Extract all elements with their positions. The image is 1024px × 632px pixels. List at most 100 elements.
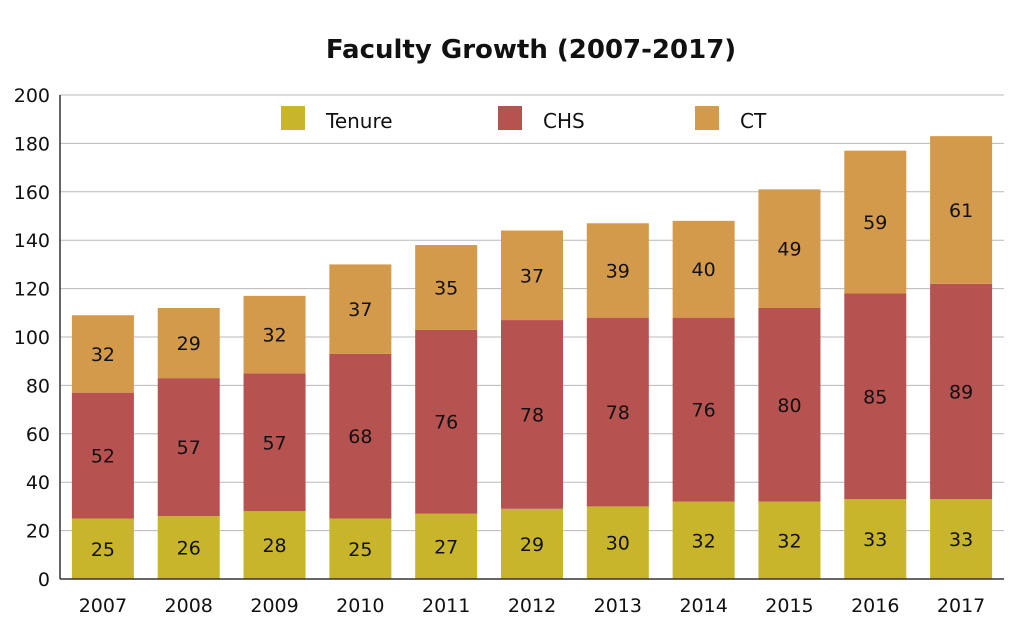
bar-ct-2008: [157, 307, 220, 379]
data-label-ct-2010: 37: [348, 299, 372, 321]
data-label-tenure-2012: 29: [520, 534, 544, 556]
x-tick-label: 2011: [422, 595, 470, 617]
bar-tenure-2011: [415, 513, 478, 579]
data-label-ct-2013: 39: [606, 260, 630, 282]
bar-chs-2016: [844, 293, 907, 500]
bar-tenure-2012: [501, 508, 563, 579]
x-tick-label: 2007: [79, 595, 127, 617]
x-tick-label: 2012: [508, 595, 556, 617]
data-label-chs-2009: 57: [262, 432, 286, 454]
data-label-ct-2009: 32: [262, 325, 286, 347]
bar-chs-2011: [415, 329, 478, 514]
data-label-tenure-2014: 32: [692, 530, 716, 552]
data-label-chs-2013: 78: [606, 402, 630, 424]
data-label-tenure-2013: 30: [606, 533, 630, 555]
x-tick-label: 2016: [851, 595, 899, 617]
x-axis: 2007 2008 2009 2010 2011 2012 2013 2014 2015 2016…: [60, 578, 1004, 617]
data-label-chs-2017: 89: [949, 381, 973, 403]
bar-ct-2014: [672, 220, 735, 318]
data-label-chs-2007: 52: [91, 446, 115, 468]
data-label-ct-2017: 61: [949, 200, 973, 222]
legend-label-chs: CHS: [543, 109, 585, 133]
data-label-chs-2010: 68: [348, 426, 372, 448]
bar-chs-2012: [501, 320, 563, 509]
y-tick-label: 180: [14, 133, 50, 155]
legend-label-ct: CT: [740, 109, 767, 133]
bar-chs-2007: [71, 392, 134, 519]
data-label-tenure-2017: 33: [949, 529, 973, 551]
y-tick-label: 160: [14, 182, 50, 204]
chart-title: Faculty Growth (2007-2017): [326, 35, 736, 65]
y-tick-label: 140: [14, 230, 50, 252]
bar-chs-2008: [157, 378, 220, 517]
bar-chs-2017: [930, 283, 993, 500]
data-label-tenure-2009: 28: [262, 535, 286, 557]
bar-ct-2012: [501, 230, 563, 321]
data-label-chs-2015: 80: [777, 395, 801, 417]
y-tick-label: 40: [26, 472, 50, 494]
bar-tenure-2014: [672, 501, 735, 579]
bar-chs-2014: [672, 317, 735, 502]
bar-chs-2015: [758, 307, 821, 502]
data-label-tenure-2008: 26: [177, 538, 201, 560]
bar-tenure-2010: [329, 518, 392, 579]
bar-ct-2009: [243, 295, 306, 374]
data-label-tenure-2007: 25: [91, 539, 115, 561]
y-tick-label: 20: [26, 521, 50, 543]
x-tick-label: 2013: [594, 595, 642, 617]
data-label-chs-2012: 78: [520, 404, 544, 426]
bar-tenure-2007: [71, 518, 134, 579]
bar-chs-2010: [329, 353, 392, 519]
bars: 25 52 32 26 57 29 28 57 32 25 68 37 27 76 35 29 78 37 30 78…: [71, 136, 993, 579]
y-axis: 0 20 40 60 80 100 120 140 160 180 200: [14, 85, 61, 591]
data-label-ct-2007: 32: [91, 344, 115, 366]
bar-tenure-2009: [243, 511, 306, 579]
data-label-tenure-2015: 32: [777, 530, 801, 552]
y-tick-label: 100: [14, 327, 50, 349]
data-label-chs-2016: 85: [863, 386, 887, 408]
data-label-chs-2008: 57: [177, 437, 201, 459]
bar-chs-2009: [243, 373, 306, 512]
data-label-tenure-2010: 25: [348, 539, 372, 561]
y-tick-label: 60: [26, 424, 50, 446]
y-tick-label: 0: [38, 569, 50, 591]
bar-chs-2013: [586, 317, 649, 507]
bar-tenure-2016: [844, 499, 907, 579]
legend-swatch-tenure: [281, 106, 305, 130]
data-label-ct-2012: 37: [520, 265, 544, 287]
bar-ct-2011: [415, 245, 478, 330]
bar-tenure-2008: [157, 516, 220, 579]
y-tick-label: 120: [14, 279, 50, 301]
data-label-ct-2014: 40: [692, 259, 716, 281]
bar-ct-2015: [758, 189, 821, 308]
bar-ct-2007: [71, 315, 134, 393]
bar-ct-2016: [844, 150, 907, 294]
data-label-ct-2008: 29: [177, 333, 201, 355]
x-tick-label: 2010: [336, 595, 384, 617]
data-label-chs-2014: 76: [692, 400, 716, 422]
data-label-ct-2011: 35: [434, 277, 458, 299]
x-tick-label: 2015: [765, 595, 813, 617]
data-label-tenure-2011: 27: [434, 536, 458, 558]
bar-tenure-2017: [930, 499, 993, 579]
x-tick-label: 2008: [165, 595, 213, 617]
data-label-ct-2016: 59: [863, 212, 887, 234]
x-tick-label: 2017: [937, 595, 985, 617]
bar-ct-2017: [930, 136, 993, 284]
bar-ct-2013: [586, 223, 649, 318]
bar-tenure-2013: [586, 506, 649, 579]
data-label-ct-2015: 49: [777, 239, 801, 261]
legend-label-tenure: Tenure: [325, 109, 393, 133]
legend-swatch-ct: [695, 106, 719, 130]
data-label-chs-2011: 76: [434, 412, 458, 434]
bar-ct-2010: [329, 264, 392, 354]
legend-swatch-chs: [498, 106, 522, 130]
x-tick-label: 2014: [679, 595, 727, 617]
legend: Tenure CHS CT: [281, 106, 767, 133]
x-tick-label: 2009: [250, 595, 298, 617]
data-label-tenure-2016: 33: [863, 529, 887, 551]
bar-tenure-2015: [758, 501, 821, 579]
y-tick-label: 80: [26, 375, 50, 397]
y-tick-label: 200: [14, 85, 50, 107]
